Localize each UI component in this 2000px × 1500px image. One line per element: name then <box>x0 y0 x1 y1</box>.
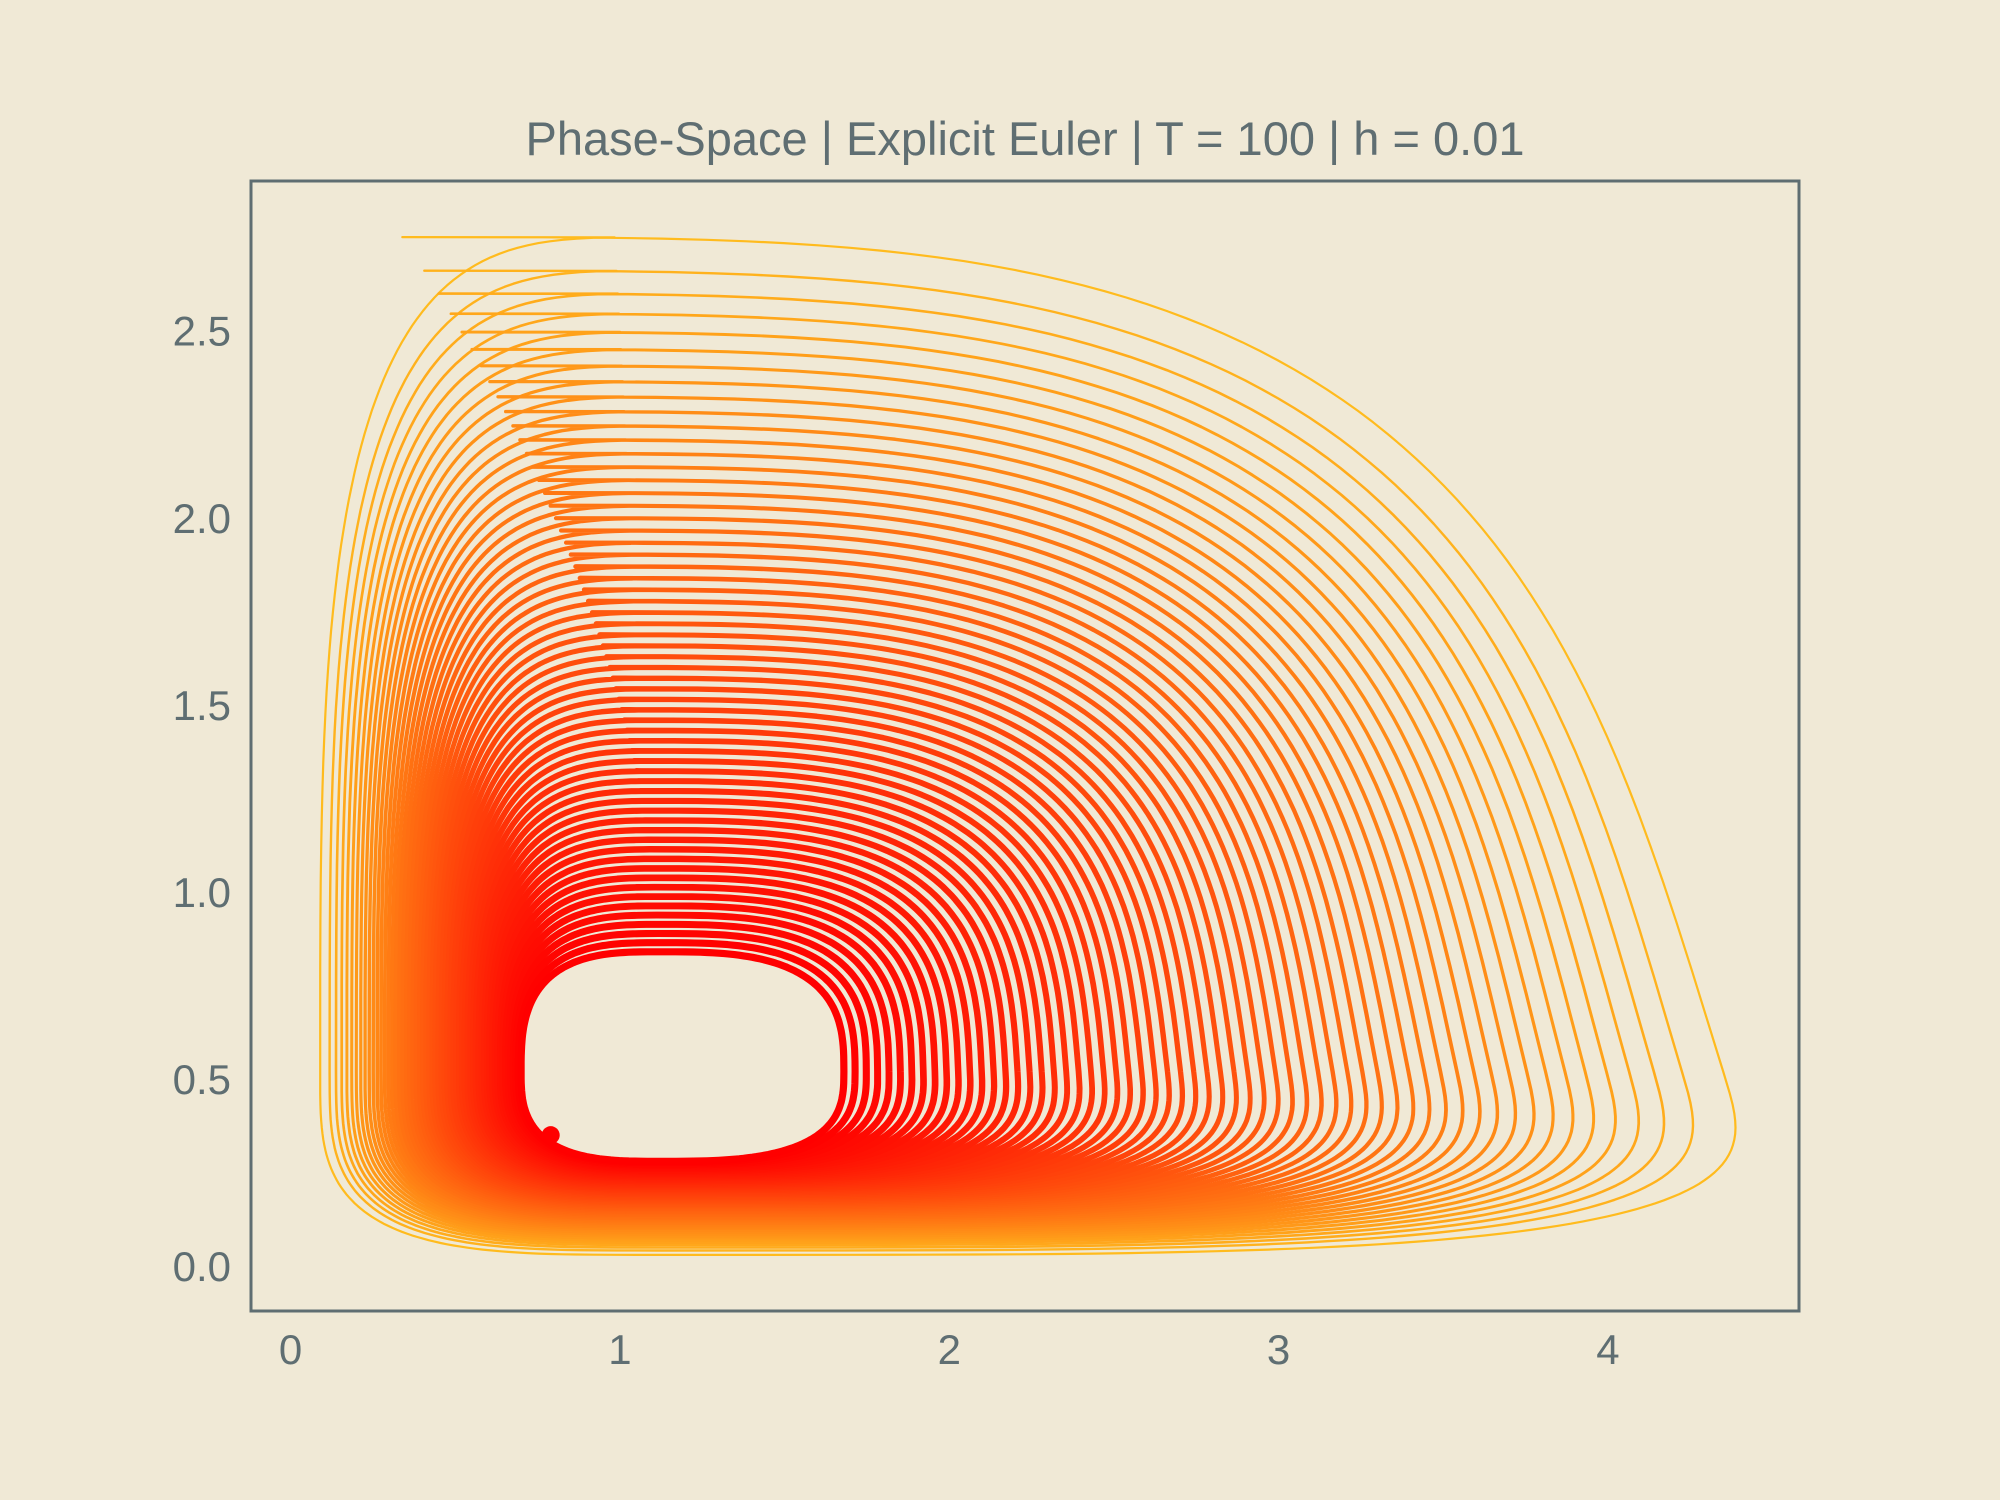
trajectory-orbit <box>410 564 1324 1215</box>
trajectory-orbit <box>334 292 1666 1249</box>
plot-frame <box>249 179 1801 1313</box>
y-axis: 0.0 0.5 1.0 1.5 2.0 2.5 <box>173 308 231 1290</box>
trajectory-orbit <box>367 409 1518 1234</box>
trajectory-orbit <box>371 424 1500 1232</box>
chart-title: Phase-Space | Explicit Euler | T = 100 |… <box>526 112 1525 165</box>
trajectory-orbit <box>382 465 1448 1227</box>
trajectory-orbit <box>416 587 1295 1212</box>
trajectory-orbit <box>379 451 1465 1229</box>
trajectory-orbit <box>390 491 1416 1224</box>
y-tick-label: 0.0 <box>173 1243 231 1290</box>
trajectory-orbit <box>375 438 1482 1231</box>
trajectory-orbit <box>354 364 1575 1240</box>
trajectory-lines <box>319 236 1737 1257</box>
trajectory-orbit <box>350 347 1596 1242</box>
trajectory-orbit <box>426 621 1253 1207</box>
trajectory-orbit <box>407 552 1339 1216</box>
y-tick-label: 2.5 <box>173 308 231 355</box>
trajectory-end-marker <box>541 1126 560 1145</box>
trajectory-orbit <box>363 395 1536 1236</box>
x-axis: 0 1 2 3 4 <box>279 1326 1620 1373</box>
x-tick-label: 1 <box>608 1326 631 1373</box>
x-tick-label: 3 <box>1267 1326 1290 1373</box>
trajectory-orbit <box>393 503 1400 1222</box>
y-tick-label: 1.0 <box>173 869 231 916</box>
trajectory-orbit <box>420 598 1281 1210</box>
trajectory-orbit <box>319 236 1737 1257</box>
trajectory-orbit <box>359 380 1555 1238</box>
x-tick-label: 0 <box>279 1326 302 1373</box>
trajectory-orbit <box>403 540 1354 1218</box>
trajectory-orbit <box>345 330 1617 1244</box>
trajectory-orbit <box>517 948 848 1165</box>
trajectory-orbit <box>386 478 1432 1226</box>
x-tick-label: 4 <box>1596 1326 1619 1373</box>
y-tick-label: 1.5 <box>173 682 231 729</box>
trajectory-orbit <box>413 575 1310 1213</box>
trajectory-orbit <box>400 528 1369 1219</box>
x-tick-label: 2 <box>938 1326 961 1373</box>
trajectory-orbit <box>328 269 1695 1252</box>
y-tick-label: 0.5 <box>173 1056 231 1103</box>
trajectory-orbit <box>397 516 1384 1221</box>
y-tick-label: 2.0 <box>173 495 231 542</box>
trajectory-orbit <box>340 312 1641 1247</box>
trajectory-orbit <box>423 610 1267 1209</box>
